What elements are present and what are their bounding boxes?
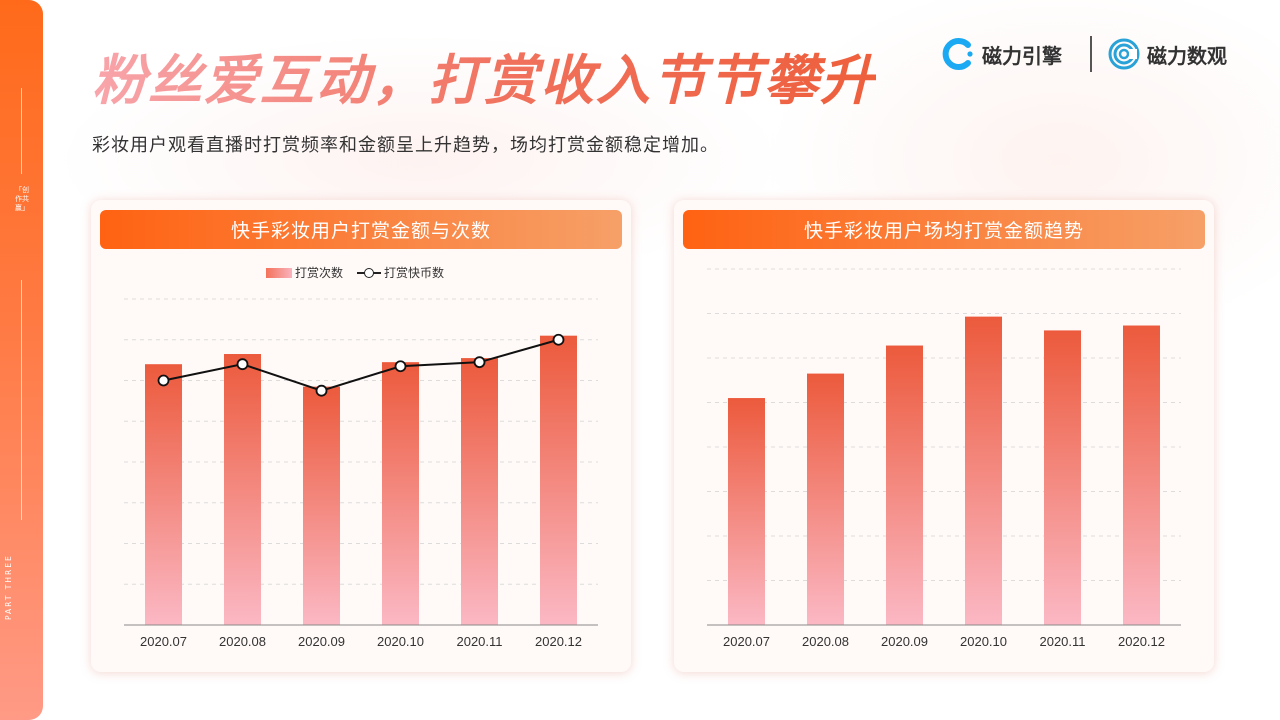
bar <box>382 362 419 625</box>
rewards-chart: 2020.07 2020.08 2020.09 2020.10 2020.11 2020.… <box>124 298 598 649</box>
line-series <box>163 338 559 392</box>
brand-divider <box>1090 36 1092 72</box>
legend-line-label: 打赏快币数 <box>384 266 445 280</box>
bar <box>224 354 261 625</box>
magnetic-engine-logo-icon <box>942 38 973 70</box>
x-tick-label: 2020.10 <box>960 634 1007 649</box>
bar <box>965 316 1002 625</box>
line-point <box>394 360 407 373</box>
legend-line-swatch <box>357 267 382 279</box>
bar <box>807 373 844 625</box>
chart-legend: 打赏次数 打赏快币数 <box>266 264 444 281</box>
line-point <box>315 384 328 397</box>
bar <box>886 345 923 625</box>
line-point <box>157 374 170 387</box>
brand-name: 磁力数观 <box>1147 43 1227 68</box>
bar <box>303 386 340 625</box>
brand-magnetic-engine: 磁力引擎 <box>940 36 1062 72</box>
side-bar: 「创作共赢」 PART THREE <box>0 0 43 720</box>
bar <box>145 364 182 625</box>
x-tick-label: 2020.12 <box>535 634 582 649</box>
legend-bar-label: 打赏次数 <box>295 266 344 280</box>
bar <box>728 398 765 625</box>
bar <box>461 358 498 625</box>
x-tick-label: 2020.08 <box>802 634 849 649</box>
chart-card-average: 快手彩妆用户场均打赏金额趋势 2020.07 2020.08 2020.09 2020… <box>674 200 1214 672</box>
bar <box>1044 330 1081 625</box>
x-tick-label: 2020.12 <box>1118 634 1165 649</box>
chart-title: 快手彩妆用户场均打赏金额趋势 <box>683 210 1205 249</box>
legend-bar-swatch <box>266 267 292 278</box>
x-tick-label: 2020.08 <box>219 634 266 649</box>
x-tick-label: 2020.11 <box>1039 634 1085 649</box>
x-tick-label: 2020.09 <box>298 634 345 649</box>
chart-title: 快手彩妆用户打赏金额与次数 <box>100 210 622 249</box>
x-tick-label: 2020.11 <box>456 634 502 649</box>
brand-magnetic-insight: 磁力数观 <box>1107 36 1227 72</box>
chart-card-rewards: 快手彩妆用户打赏金额与次数 打赏次数 打赏快币数 2020.07 2020.08 2… <box>91 200 631 672</box>
page-subtitle: 彩妆用户观看直播时打赏频率和金额呈上升趋势，场均打赏金额稳定增加。 <box>92 135 719 156</box>
average-chart: 2020.07 2020.08 2020.09 2020.10 2020.11 2020.… <box>707 268 1181 649</box>
x-tick-label: 2020.09 <box>881 634 928 649</box>
bar <box>1123 325 1160 625</box>
line-point <box>236 358 249 371</box>
line-point <box>473 356 486 369</box>
side-part-label: PART THREE <box>4 554 13 620</box>
line-point <box>552 333 565 346</box>
side-tag: 「创作共赢」 <box>15 186 29 212</box>
x-tick-label: 2020.10 <box>377 634 424 649</box>
bar <box>540 335 577 625</box>
brand-name: 磁力引擎 <box>982 43 1062 68</box>
side-line-top <box>21 88 22 174</box>
page-title: 粉丝爱互动，打赏收入节节攀升 <box>92 36 876 115</box>
x-tick-label: 2020.07 <box>723 634 770 649</box>
x-tick-label: 2020.07 <box>140 634 187 649</box>
side-line-bottom <box>21 280 22 520</box>
magnetic-insight-logo-icon <box>1108 38 1140 70</box>
